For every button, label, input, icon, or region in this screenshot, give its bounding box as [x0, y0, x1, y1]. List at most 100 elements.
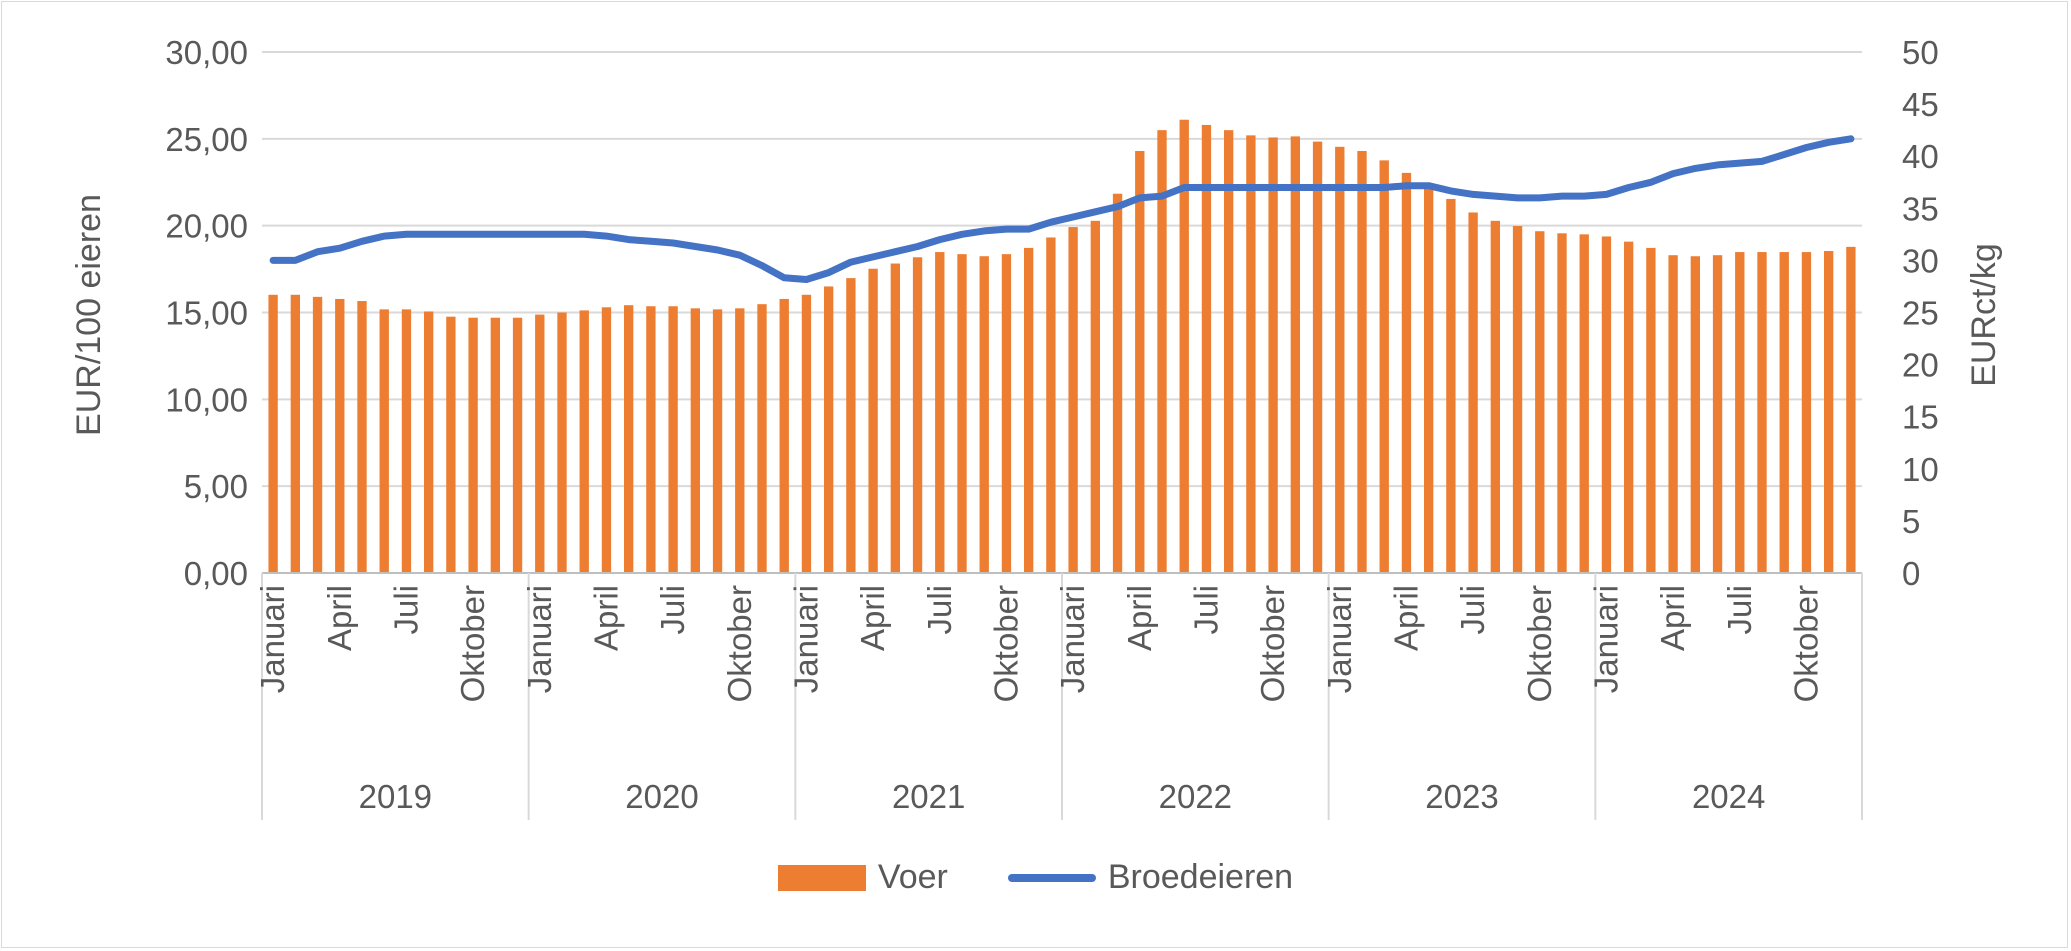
y-tick-right: 10: [1902, 451, 1939, 488]
bar-voer: [1779, 252, 1789, 573]
y-tick-right: 40: [1902, 138, 1939, 175]
bar-voer: [1379, 160, 1389, 574]
bar-voer: [1246, 135, 1256, 574]
y-tick-right: 5: [1902, 503, 1920, 540]
x-month-label: Oktober: [1521, 585, 1558, 702]
y-tick-right: 35: [1902, 190, 1939, 227]
y-tick-right: 30: [1902, 242, 1939, 279]
bar-voer: [624, 305, 634, 573]
bar-voer: [935, 252, 945, 573]
x-month-label: Januari: [521, 585, 558, 693]
x-month-label: Juli: [654, 585, 691, 635]
gridlines: [262, 51, 1862, 574]
y-axis-left-title: EUR/100 eieren: [70, 194, 108, 436]
bar-voer: [1446, 198, 1456, 573]
axes: 0,00 5,00 10,00 15,00 20,00 25,00 30,00 0 5 10 15 2…: [165, 34, 1939, 820]
x-month-label: Juli: [1454, 585, 1491, 635]
bar-voer: [1468, 212, 1478, 573]
bar-voer: [1424, 186, 1434, 573]
bar-voer: [1846, 246, 1856, 573]
bar-voer: [1490, 220, 1500, 573]
x-month-label: Januari: [1321, 585, 1358, 693]
bar-voer: [1690, 256, 1700, 573]
y-tick-left: 0,00: [184, 555, 248, 592]
legend-item-voer: Voer: [777, 858, 948, 897]
x-month-label: Januari: [787, 585, 824, 693]
legend: Voer Broedeieren: [0, 858, 2071, 897]
bar-voer: [979, 256, 989, 573]
x-month-label: Januari: [254, 585, 291, 693]
y-tick-left: 15,00: [165, 295, 248, 332]
legend-label-broedeieren: Broedeieren: [1107, 858, 1294, 896]
y-tick-right: 0: [1902, 555, 1920, 592]
bar-voer: [1135, 150, 1145, 574]
x-month-label: Juli: [1721, 585, 1758, 635]
bar-voer: [1112, 193, 1123, 573]
bar-voer: [401, 309, 412, 573]
bar-voer: [1735, 252, 1745, 573]
x-month-label: Januari: [1587, 585, 1624, 693]
legend-swatch-voer: [777, 864, 866, 891]
bar-voer: [1090, 220, 1100, 573]
y-tick-right: 20: [1902, 347, 1939, 384]
bar-voer: [424, 311, 434, 573]
bar-voer: [1179, 119, 1189, 573]
bar-voer: [1646, 247, 1656, 573]
x-month-label: Oktober: [454, 585, 491, 702]
bar-voer: [1579, 234, 1589, 573]
bar-voer: [557, 312, 567, 573]
bar-voer: [1001, 254, 1012, 573]
x-month-label: Juli: [1187, 585, 1224, 635]
x-year-label: 2024: [1692, 778, 1765, 815]
bar-voer: [312, 296, 323, 573]
bar-voer: [1224, 130, 1234, 573]
x-month-label: April: [1121, 585, 1158, 651]
bar-voer: [1201, 124, 1212, 573]
y-tick-left: 5,00: [184, 468, 248, 505]
bar-voer: [779, 298, 789, 573]
x-month-label: Oktober: [721, 585, 758, 702]
bar-voer: [268, 294, 278, 573]
bar-voer: [1535, 231, 1545, 573]
bar-voer: [601, 307, 612, 573]
legend-swatch-broedeieren: [1007, 873, 1096, 882]
bar-voer: [846, 278, 856, 573]
bar-voer: [335, 298, 345, 573]
y-tick-right: 50: [1902, 34, 1939, 71]
x-month-label: Juli: [921, 585, 958, 635]
line-broedeieren: [269, 135, 1855, 283]
y-tick-right: 25: [1902, 295, 1939, 332]
bar-voer: [1401, 172, 1412, 573]
bar-voer: [490, 317, 500, 573]
bar-voer: [1512, 226, 1523, 573]
x-month-label: Januari: [1054, 585, 1091, 693]
bar-voer: [446, 316, 456, 573]
bar-voer: [1068, 227, 1078, 573]
bar-voer: [290, 294, 300, 573]
x-month-label: Oktober: [1254, 585, 1291, 702]
x-month-label: April: [1654, 585, 1691, 651]
legend-label-voer: Voer: [877, 858, 948, 896]
x-year-label: 2021: [892, 778, 965, 815]
y-tick-right: 45: [1902, 86, 1939, 123]
x-year-label: 2022: [1159, 778, 1232, 815]
bar-voer: [1312, 141, 1323, 573]
broedeieren-line-group: [269, 135, 1855, 283]
bar-voer: [1557, 233, 1567, 574]
bar-voer: [801, 294, 812, 573]
bar-voer: [668, 306, 678, 573]
x-month-label: Juli: [387, 585, 424, 635]
y-axis-right-title: EURct/kg: [1965, 243, 2003, 387]
x-month-label: April: [321, 585, 358, 651]
bar-voer: [824, 286, 834, 573]
x-month-label: Oktober: [1787, 585, 1824, 702]
bar-voer: [1024, 247, 1034, 573]
bar-voer: [1668, 255, 1678, 573]
x-year-label: 2023: [1425, 778, 1498, 815]
bar-voer: [957, 254, 967, 573]
x-year-label: 2019: [359, 778, 432, 815]
bar-voer: [1290, 136, 1300, 574]
bar-voer: [579, 310, 589, 573]
bar-voer: [890, 263, 900, 573]
y-tick-right: 15: [1902, 399, 1939, 436]
